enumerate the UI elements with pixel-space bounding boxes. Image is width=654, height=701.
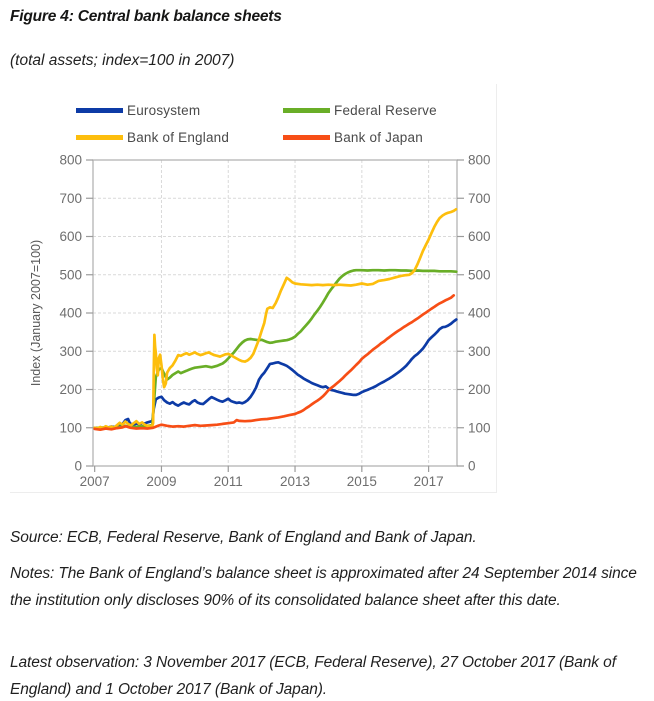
y-tick-label-left: 300 — [59, 344, 82, 359]
y-tick-label-right: 200 — [468, 382, 491, 397]
legend-label-eurosystem: Eurosystem — [127, 102, 201, 118]
legend-item-eurosystem: Eurosystem — [76, 102, 283, 118]
y-tick-label-right: 300 — [468, 344, 491, 359]
y-tick-label-right: 500 — [468, 267, 491, 282]
legend-swatch-federal-reserve — [283, 107, 330, 113]
y-tick-label-left: 700 — [59, 191, 82, 206]
y-tick-label-right: 700 — [468, 191, 491, 206]
notes-text: Notes: The Bank of England’s balance she… — [10, 565, 637, 609]
y-tick-label-right: 0 — [468, 459, 476, 474]
x-tick-label: 2017 — [414, 474, 444, 489]
figure-subtitle: (total assets; index=100 in 2007) — [10, 52, 235, 69]
y-tick-label-left: 400 — [59, 306, 82, 321]
y-tick-label-left: 100 — [59, 420, 82, 435]
x-tick-label: 2011 — [214, 474, 243, 489]
y-tick-label-left: 500 — [59, 267, 82, 282]
y-tick-label-right: 400 — [468, 306, 491, 321]
y-axis-title: Index (January 2007=100) — [29, 240, 43, 386]
series-line-federal-reserve — [93, 268, 458, 430]
chart-block: Eurosystem Federal Reserve Bank of Engla… — [10, 84, 497, 493]
legend-label-federal-reserve: Federal Reserve — [334, 102, 437, 118]
line-chart: 0 0 100 100 200 200 300 300 400 400 500 500 600 600 70… — [29, 153, 491, 490]
series-line-bank-of-england — [93, 207, 458, 430]
y-tick-label-right: 600 — [468, 229, 491, 244]
y-tick-label-left: 0 — [74, 459, 82, 474]
chart-legend: Eurosystem Federal Reserve Bank of Engla… — [76, 102, 437, 145]
legend-item-bank-of-japan: Bank of Japan — [283, 129, 437, 145]
latest-observation-text: Latest observation: 3 November 2017 (ECB… — [10, 654, 616, 698]
x-tick-label: 2009 — [146, 474, 176, 489]
legend-swatch-bank-of-england — [76, 134, 123, 140]
legend-swatch-bank-of-japan — [283, 134, 330, 140]
y-tick-label-left: 200 — [59, 382, 82, 397]
legend-label-bank-of-england: Bank of England — [127, 129, 230, 145]
series-line-bank-of-japan — [93, 294, 456, 432]
legend-item-bank-of-england: Bank of England — [76, 129, 283, 145]
legend-swatch-eurosystem — [76, 107, 123, 113]
legend-label-bank-of-japan: Bank of Japan — [334, 129, 423, 145]
x-tick-label: 2013 — [280, 474, 310, 489]
x-tick-label: 2007 — [80, 474, 110, 489]
legend-item-federal-reserve: Federal Reserve — [283, 102, 437, 118]
series-line-eurosystem — [93, 318, 458, 430]
y-tick-label-right: 100 — [468, 420, 491, 435]
y-tick-label-left: 600 — [59, 229, 82, 244]
y-tick-label-left: 800 — [59, 153, 82, 168]
y-tick-label-right: 800 — [468, 153, 491, 168]
source-note: Source: ECB, Federal Reserve, Bank of En… — [10, 529, 477, 546]
x-tick-label: 2015 — [347, 474, 377, 489]
figure-title: Figure 4: Central bank balance sheets — [10, 8, 282, 25]
